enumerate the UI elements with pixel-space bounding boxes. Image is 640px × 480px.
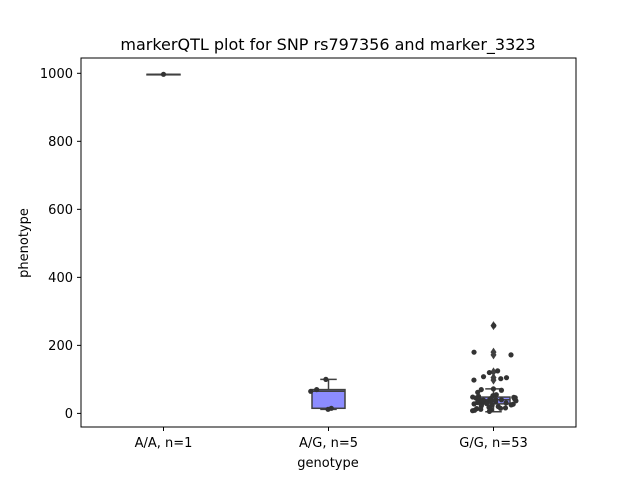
- point-2-3: [495, 368, 501, 374]
- point-2-40: [508, 402, 514, 408]
- y-tick-label-1: 200: [48, 339, 73, 354]
- point-2-1: [471, 349, 477, 355]
- x-tick-label-1: A/G, n=5: [299, 436, 358, 451]
- point-2-52: [486, 408, 493, 414]
- point-2-4: [486, 369, 492, 376]
- point-2-25: [498, 397, 505, 403]
- y-tick-label-4: 800: [48, 135, 73, 150]
- point-2-37: [471, 401, 477, 407]
- x-tick-label-0: A/A, n=1: [135, 436, 193, 451]
- y-tick-label-3: 600: [48, 203, 73, 218]
- point-2-6: [503, 375, 510, 381]
- x-axis-label: genotype: [297, 456, 358, 471]
- outlier-2-3: [490, 367, 497, 377]
- point-1-2: [308, 388, 314, 394]
- point-2-45: [502, 405, 509, 411]
- plot-frame: [80, 57, 577, 428]
- x-tick-label-2: G/G, n=53: [459, 436, 527, 451]
- point-2-2: [508, 352, 514, 358]
- point-2-48: [478, 406, 484, 412]
- point-1-3: [314, 386, 320, 393]
- plot-area: 0 200 400 600 800 1000 A/A, n=1 A/G, n=5 G/G, n=…: [40, 57, 577, 451]
- y-tick-label-2: 400: [48, 271, 73, 286]
- point-2-10: [478, 386, 484, 393]
- chart-title: markerQTL plot for SNP rs797356 and mark…: [120, 35, 535, 55]
- point-2-29: [488, 398, 494, 404]
- point-1-1: [328, 405, 334, 411]
- point-2-9: [490, 386, 497, 392]
- y-axis-label: phenotype: [17, 208, 32, 278]
- point-2-51: [470, 408, 476, 414]
- point-0-0: [160, 71, 167, 77]
- box-1: [311, 388, 346, 410]
- point-2-34: [503, 400, 509, 406]
- y-tick-label-0: 0: [65, 407, 73, 422]
- point-2-5: [480, 374, 487, 380]
- point-2-8: [471, 377, 477, 383]
- point-1-4: [323, 376, 329, 382]
- point-2-0: [491, 323, 497, 329]
- point-2-46: [497, 405, 504, 411]
- point-2-36: [483, 400, 490, 407]
- outlier-2-2: [490, 350, 497, 360]
- y-tick-label-5: 1000: [40, 67, 73, 82]
- point-2-11: [498, 387, 505, 393]
- point-2-12: [475, 389, 481, 395]
- point-2-31: [493, 399, 499, 405]
- outlier-2-5: [490, 375, 497, 385]
- point-2-7: [498, 376, 504, 382]
